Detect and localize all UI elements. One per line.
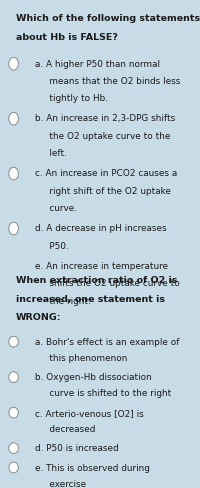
Text: e. This is observed during: e. This is observed during — [35, 463, 150, 472]
Circle shape — [9, 168, 18, 181]
Text: e. An increase in temperature: e. An increase in temperature — [35, 262, 168, 270]
Circle shape — [9, 337, 18, 347]
Text: decreased: decreased — [35, 424, 95, 433]
Text: exercise: exercise — [35, 479, 86, 488]
Circle shape — [9, 113, 18, 126]
Text: When extraction ratio of O2 is: When extraction ratio of O2 is — [16, 276, 177, 285]
Text: means that the O2 binds less: means that the O2 binds less — [35, 77, 180, 86]
Circle shape — [9, 58, 18, 71]
Text: d. A decrease in pH increases: d. A decrease in pH increases — [35, 224, 166, 233]
Text: a. Bohr's effect is an example of: a. Bohr's effect is an example of — [35, 337, 179, 346]
Circle shape — [9, 260, 18, 273]
Text: P50.: P50. — [35, 241, 68, 250]
Circle shape — [9, 462, 18, 473]
Text: about Hb is FALSE?: about Hb is FALSE? — [16, 33, 117, 42]
Text: b. An increase in 2,3-DPG shifts: b. An increase in 2,3-DPG shifts — [35, 114, 175, 123]
Text: the right.: the right. — [35, 296, 90, 305]
Text: b. Oxygen-Hb dissociation: b. Oxygen-Hb dissociation — [35, 372, 151, 382]
Circle shape — [9, 407, 18, 418]
Text: this phenomenon: this phenomenon — [35, 353, 127, 362]
Text: right shift of the O2 uptake: right shift of the O2 uptake — [35, 186, 171, 195]
Text: d. P50 is increased: d. P50 is increased — [35, 444, 118, 452]
Text: curve is shifted to the right: curve is shifted to the right — [35, 388, 171, 398]
Circle shape — [9, 372, 18, 383]
Text: curve.: curve. — [35, 203, 77, 213]
Text: left.: left. — [35, 149, 67, 158]
Text: increased, one statement is: increased, one statement is — [16, 294, 165, 303]
Circle shape — [9, 443, 18, 454]
Text: c. Arterio-venous [O2] is: c. Arterio-venous [O2] is — [35, 408, 143, 417]
Text: tightly to Hb.: tightly to Hb. — [35, 94, 108, 103]
Text: the O2 uptake curve to the: the O2 uptake curve to the — [35, 131, 170, 141]
Circle shape — [9, 223, 18, 235]
Text: shifts the O2 uptake curve to: shifts the O2 uptake curve to — [35, 279, 179, 287]
Text: WRONG:: WRONG: — [16, 312, 61, 322]
Text: a. A higher P50 than normal: a. A higher P50 than normal — [35, 60, 160, 68]
Text: c. An increase in PCO2 causes a: c. An increase in PCO2 causes a — [35, 169, 177, 178]
Text: Which of the following statements: Which of the following statements — [16, 14, 200, 23]
